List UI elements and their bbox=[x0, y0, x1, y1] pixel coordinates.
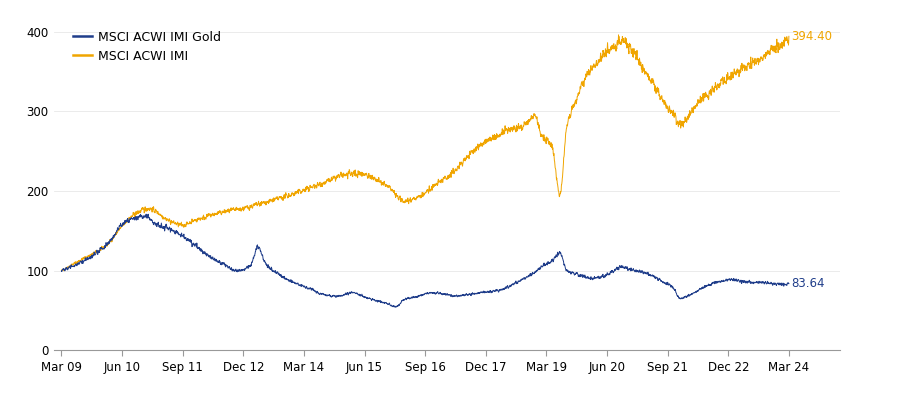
Text: 394.40: 394.40 bbox=[790, 30, 831, 43]
Text: 83.64: 83.64 bbox=[790, 277, 824, 290]
Legend: MSCI ACWI IMI Gold, MSCI ACWI IMI: MSCI ACWI IMI Gold, MSCI ACWI IMI bbox=[69, 25, 226, 68]
